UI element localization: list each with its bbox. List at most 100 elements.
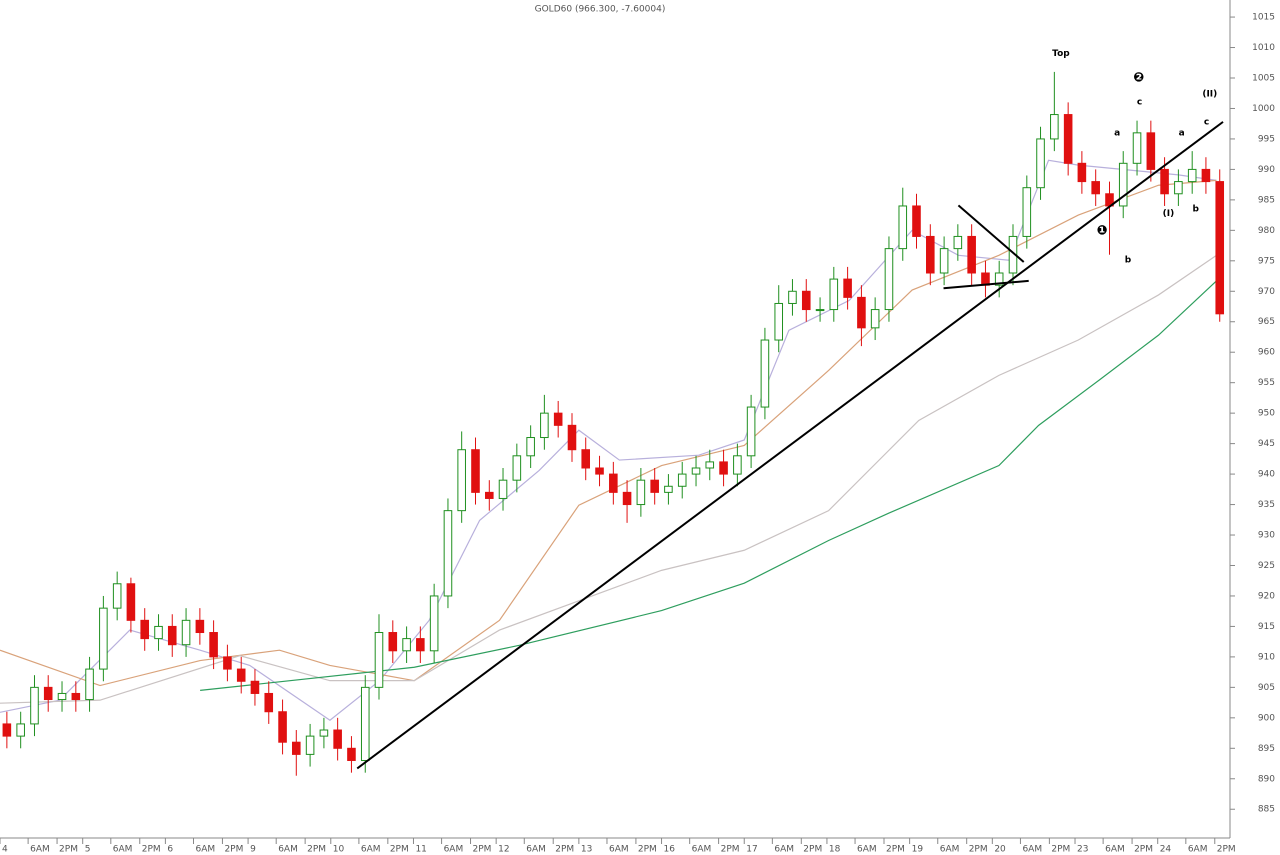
candle-body xyxy=(733,455,742,475)
x-tick-label: 5 xyxy=(85,845,91,855)
x-tick-label: 17 xyxy=(746,845,757,855)
candle-body xyxy=(595,467,604,475)
candle-body xyxy=(250,680,260,694)
candle-body xyxy=(1118,162,1128,207)
candle-body xyxy=(609,473,618,493)
candle-body xyxy=(1091,181,1100,195)
y-tick-label: 980 xyxy=(1258,226,1275,236)
y-tick-label: 915 xyxy=(1258,622,1275,632)
annotation: b xyxy=(1193,205,1200,215)
candle-body xyxy=(374,632,384,688)
x-tick-label: 2PM xyxy=(1051,845,1070,855)
x-tick-label: 2PM xyxy=(1134,845,1153,855)
candle-body xyxy=(677,473,687,487)
x-tick-label: 24 xyxy=(1160,845,1172,855)
candle-body xyxy=(1077,162,1087,183)
trendline xyxy=(943,279,1029,290)
candle-body xyxy=(140,619,150,640)
candle-body xyxy=(912,205,921,237)
y-tick-label: 960 xyxy=(1258,348,1275,358)
x-tick-label: 2PM xyxy=(224,845,243,855)
y-tick-label: 990 xyxy=(1258,165,1275,175)
x-tick-label: 2PM xyxy=(886,845,905,855)
candle-body xyxy=(994,272,1004,286)
x-tick-label: 6AM xyxy=(1188,845,1208,855)
y-tick-label: 975 xyxy=(1258,256,1275,266)
candle-body xyxy=(567,424,577,451)
candle-body xyxy=(843,278,852,298)
annotation: a xyxy=(1114,128,1120,138)
candle-body xyxy=(1063,114,1073,164)
candle-body xyxy=(30,686,39,725)
candle-body xyxy=(540,412,549,439)
candle-body xyxy=(801,290,811,311)
candle-body xyxy=(581,449,591,469)
annotation: a xyxy=(1179,128,1185,138)
y-tick-label: 1015 xyxy=(1252,13,1275,23)
x-tick-label: 2PM xyxy=(803,845,822,855)
trendline xyxy=(957,204,1025,263)
x-tick-label: 9 xyxy=(250,845,256,855)
candle-body xyxy=(57,692,67,701)
candle-body xyxy=(457,449,466,512)
candle-body xyxy=(705,461,715,469)
candle-body xyxy=(760,339,770,408)
candle-body xyxy=(1174,181,1183,195)
candle-body xyxy=(71,692,81,701)
x-tick-label: 12 xyxy=(498,845,509,855)
candle-body xyxy=(195,619,205,634)
moving-average xyxy=(0,179,1217,687)
x-tick-label: 2PM xyxy=(969,845,988,855)
candle-body xyxy=(333,729,342,749)
y-tick-label: 985 xyxy=(1258,195,1275,205)
y-tick-label: 945 xyxy=(1258,439,1275,449)
x-tick-label: 2PM xyxy=(721,845,740,855)
y-tick-label: 890 xyxy=(1258,774,1275,784)
annotation: Top xyxy=(1052,49,1070,59)
candle-body xyxy=(1022,187,1032,237)
x-tick-label: 2PM xyxy=(390,845,409,855)
candle-body xyxy=(485,491,494,499)
annotation: ❶ xyxy=(1097,223,1108,238)
y-tick-label: 950 xyxy=(1258,409,1275,419)
candle-body xyxy=(429,595,439,652)
x-tick-label: 18 xyxy=(829,845,841,855)
annotation: ❷ xyxy=(1133,70,1144,85)
candle-body xyxy=(278,711,287,743)
x-tick-label: 2PM xyxy=(638,845,657,855)
x-tick-label: 6AM xyxy=(278,845,298,855)
candle-body xyxy=(1160,168,1169,195)
x-tick-label: 11 xyxy=(415,845,426,855)
candle-body xyxy=(553,412,563,426)
annotation: (II) xyxy=(1202,89,1217,99)
y-tick-label: 920 xyxy=(1258,591,1275,601)
y-tick-label: 970 xyxy=(1258,287,1275,297)
x-tick-label: 6AM xyxy=(113,845,133,855)
x-tick-label: 2PM xyxy=(1217,845,1236,855)
candle-body xyxy=(360,686,370,761)
candle-body xyxy=(112,583,122,609)
x-tick-label: 2PM xyxy=(555,845,574,855)
y-tick-label: 965 xyxy=(1258,317,1275,327)
candle-body xyxy=(305,735,315,755)
x-tick-label: 16 xyxy=(664,845,676,855)
candle-body xyxy=(319,729,329,737)
x-tick-label: 6AM xyxy=(526,845,546,855)
candle-body xyxy=(1215,181,1225,315)
candle-body xyxy=(664,485,673,493)
y-tick-label: 1000 xyxy=(1252,104,1275,114)
x-tick-label: 2PM xyxy=(59,845,78,855)
y-tick-label: 940 xyxy=(1258,470,1275,480)
candle-body xyxy=(650,479,659,493)
x-tick-label: 6AM xyxy=(940,845,960,855)
y-tick-label: 895 xyxy=(1258,744,1275,754)
x-tick-label: 6AM xyxy=(774,845,794,855)
moving-average xyxy=(200,280,1217,692)
candle-body xyxy=(788,290,797,304)
candle-body xyxy=(85,668,94,701)
candle-body xyxy=(99,607,108,670)
candle-body xyxy=(2,723,12,737)
y-tick-label: 1005 xyxy=(1252,73,1275,83)
candle-body xyxy=(967,235,976,274)
candle-body xyxy=(926,235,935,274)
